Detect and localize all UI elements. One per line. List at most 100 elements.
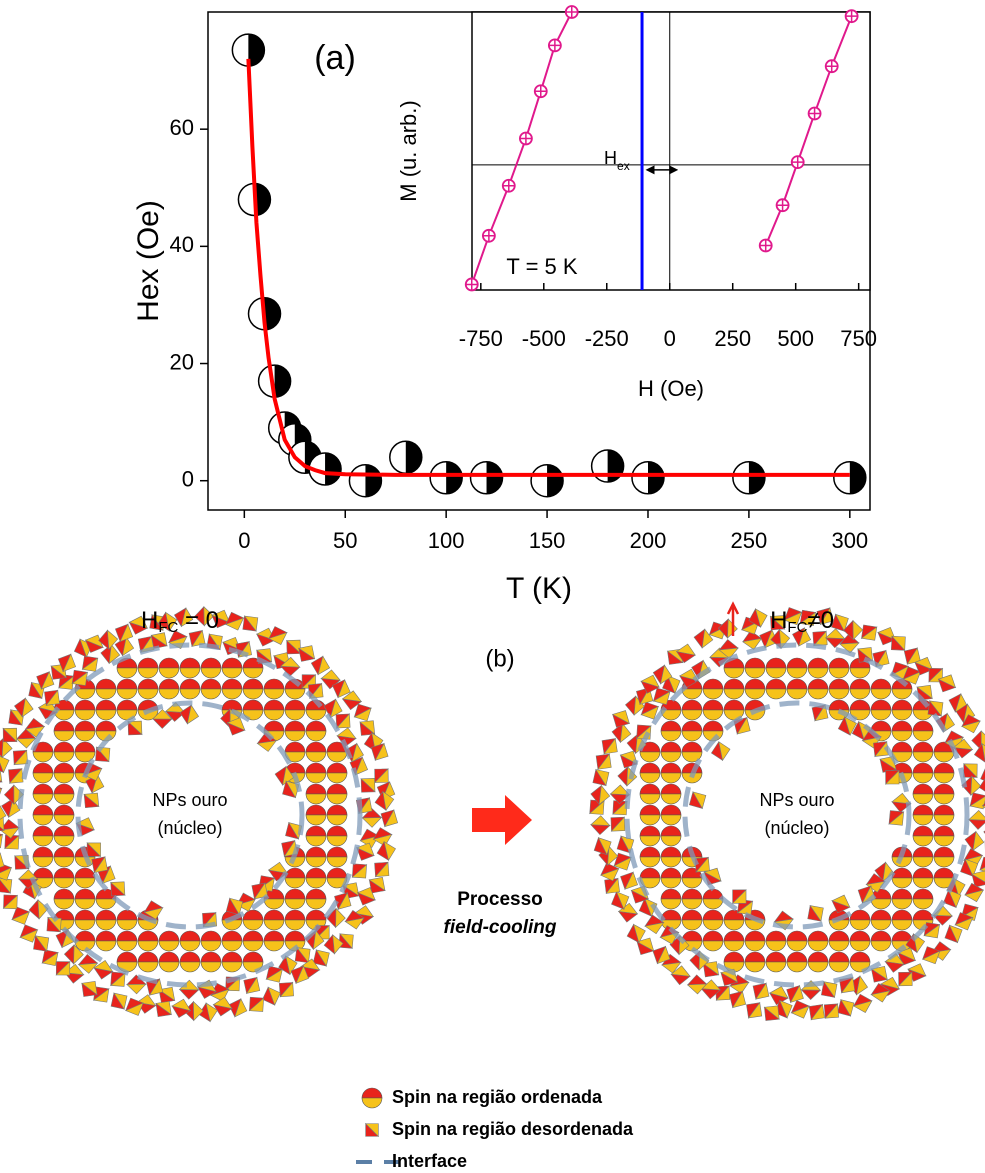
title-part: FC (158, 619, 178, 636)
spin-bottom (702, 688, 724, 700)
spin-half (351, 864, 367, 879)
spin-top (639, 783, 661, 795)
spin-bottom (912, 898, 934, 910)
spin-bottom (681, 709, 703, 721)
spin-half (590, 824, 611, 836)
spin-half (317, 655, 331, 676)
spin-top (891, 867, 913, 879)
spin-bottom (933, 751, 955, 763)
spin-half (382, 790, 395, 811)
spin-bottom (912, 793, 934, 805)
spin-half (963, 763, 978, 779)
spin-bottom (32, 856, 54, 868)
spin-half (597, 837, 612, 856)
spin-bottom (137, 961, 159, 973)
spin-half (906, 647, 921, 665)
spin-half (981, 743, 985, 762)
spin-half (747, 1001, 763, 1019)
spin-bottom (870, 898, 892, 910)
spin-half (320, 669, 341, 681)
point-cross (845, 10, 858, 23)
spin-top (807, 951, 829, 963)
spin-half (692, 791, 707, 810)
spin-top (849, 699, 871, 711)
spin-half (180, 607, 194, 628)
spin-half (670, 965, 691, 977)
spin-half (617, 766, 629, 787)
spin-half (600, 868, 620, 882)
spin-half (265, 968, 283, 983)
spin-bottom (870, 709, 892, 721)
spin-bottom (849, 667, 871, 679)
spin-half (178, 989, 200, 1000)
process-label: field-cooling (444, 917, 557, 938)
spin-bottom (305, 772, 327, 784)
spin-half (253, 882, 268, 900)
spin-bottom (912, 856, 934, 868)
spin-bottom (765, 667, 787, 679)
spin-bottom (53, 730, 75, 742)
spin-top (263, 909, 285, 921)
spin-bottom (221, 667, 243, 679)
spin-half (300, 958, 321, 971)
spin-half (834, 613, 849, 632)
point-half (849, 461, 866, 494)
label-main: H (604, 148, 617, 168)
spin-top (326, 825, 348, 837)
data-point (844, 9, 859, 24)
x-tick-label: -500 (522, 326, 566, 351)
spin-bottom (870, 688, 892, 700)
spin-top (284, 720, 306, 732)
spin-bottom (263, 709, 285, 721)
spin-top (891, 930, 913, 942)
spin-bottom (305, 898, 327, 910)
spin-top (116, 678, 138, 690)
spin-half (337, 679, 351, 699)
spin-half (40, 671, 55, 690)
spin-top (221, 678, 243, 690)
x-tick-label: 100 (428, 528, 465, 553)
spin-bottom (242, 919, 264, 931)
spin-half (875, 649, 890, 668)
spin-top (179, 951, 201, 963)
spin-half (902, 671, 922, 685)
spin-top (32, 867, 54, 879)
spin-bottom (849, 919, 871, 931)
spin-bottom (723, 667, 745, 679)
spin-bottom (32, 772, 54, 784)
spin-half (636, 937, 655, 952)
x-tick-label: 50 (333, 528, 357, 553)
spin-top (95, 720, 117, 732)
spin-top (74, 909, 96, 921)
spin-half (718, 647, 739, 659)
spin-half (633, 923, 646, 944)
spin-top (828, 678, 850, 690)
spin-half (961, 720, 981, 734)
spin-bottom (284, 856, 306, 868)
spin-top (765, 951, 787, 963)
spin-top (305, 783, 327, 795)
spin-top (284, 909, 306, 921)
spin-top (221, 699, 243, 711)
spin-bottom (807, 688, 829, 700)
spin-half (686, 983, 708, 995)
y-tick-label: 20 (170, 349, 194, 374)
spin-top (849, 678, 871, 690)
spin-half (17, 869, 39, 880)
spin-bottom (702, 898, 724, 910)
spin-half (127, 720, 143, 736)
spin-bottom (305, 709, 327, 721)
spin-half (351, 742, 364, 763)
spin-bottom (765, 688, 787, 700)
spin-half (353, 905, 374, 918)
spin-bottom (912, 772, 934, 784)
spin-half (332, 934, 344, 955)
spin-top (53, 888, 75, 900)
spin-top (305, 720, 327, 732)
spin-bottom (53, 835, 75, 847)
spin-bottom (912, 877, 934, 889)
spin-half (779, 999, 793, 1019)
spin-half (947, 889, 962, 909)
spin-bottom (263, 940, 285, 952)
spin-half (374, 768, 389, 783)
